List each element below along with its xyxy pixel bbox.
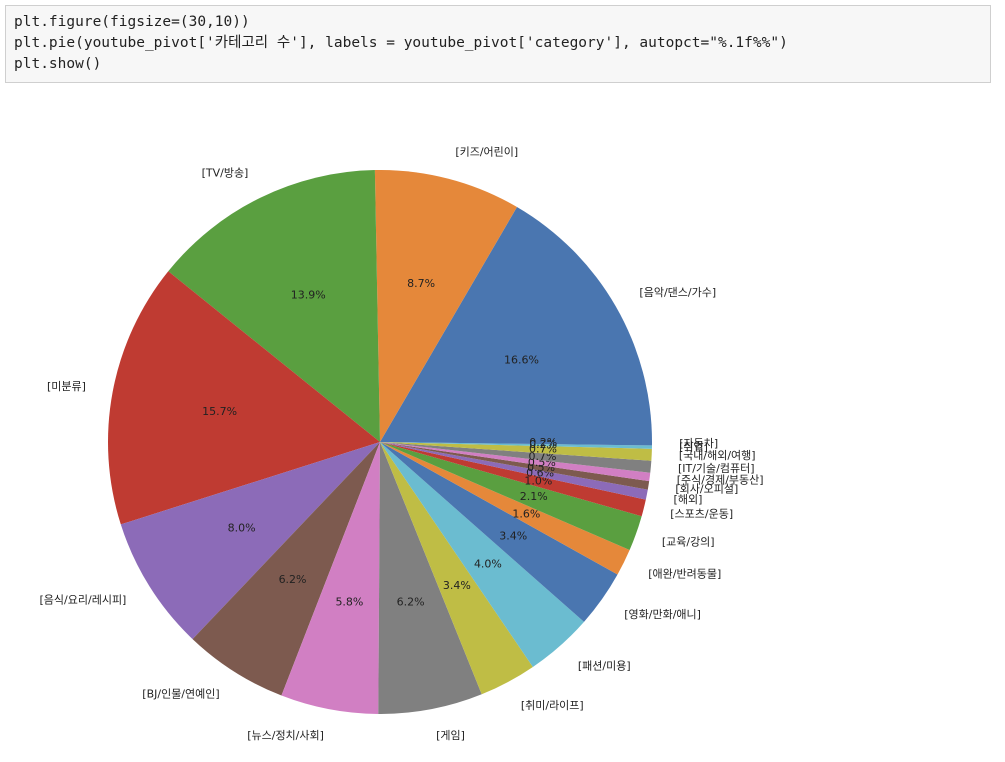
percent-label: 8.7%	[407, 277, 435, 290]
percent-label: 5.8%	[335, 595, 363, 608]
percent-label: 4.0%	[474, 557, 502, 570]
slice-label: [취미/라이프]	[521, 699, 584, 712]
percent-label: 8.0%	[228, 522, 256, 535]
percent-label: 0.2%	[529, 436, 557, 449]
code-line: plt.show()	[14, 56, 102, 72]
pie-slice	[380, 442, 646, 517]
pie-slice	[380, 442, 642, 551]
percent-label: 13.9%	[291, 288, 326, 301]
percent-label: 1.6%	[512, 507, 540, 520]
slice-label: [TV/방송]	[202, 166, 249, 179]
percent-label: 6.2%	[279, 573, 307, 586]
pie-slice	[120, 442, 381, 640]
pie-slice	[380, 442, 650, 490]
pie-slice	[380, 442, 652, 473]
percent-label: 6.2%	[397, 595, 425, 608]
chart: [음악/댄스/가수] 16.6% [키즈/어린이] 8.7% [TV/방송] 13.9% […	[40, 145, 764, 742]
percent-label: 16.6%	[504, 354, 539, 367]
pie-slice	[108, 271, 381, 525]
pie-slice	[374, 170, 517, 442]
slice-label: [패션/미용]	[578, 659, 631, 672]
slice-label: [영화/만화/애니]	[624, 608, 701, 621]
slice-label: [스포츠/운동]	[670, 508, 733, 521]
percent-label: 3.4%	[443, 579, 471, 592]
slice-label: [음식/요리/레시피]	[40, 594, 127, 607]
slice-label: [IT/기술/컴퓨터]	[678, 462, 755, 475]
code-cell[interactable]: plt.figure(figsize=(30,10)) plt.pie(yout…	[5, 5, 991, 83]
percent-label: 3.4%	[499, 529, 527, 542]
pie-slice	[380, 442, 630, 575]
slice-label: [애완/반려동물]	[648, 567, 721, 580]
slice-label: [키즈/어린이]	[455, 145, 518, 158]
pie-slice	[380, 442, 533, 695]
pie-slice	[281, 442, 380, 714]
pie-slice	[380, 442, 652, 446]
pie-slice	[380, 207, 652, 442]
percent-label: 2.1%	[520, 490, 548, 503]
percent-label: 0.2%	[529, 438, 557, 451]
pie-slice	[380, 442, 585, 667]
pie-slice	[380, 442, 651, 482]
slice-label: [BJ/인물/연예인]	[142, 688, 219, 701]
pie-slice	[192, 442, 380, 696]
slice-label: [음악/댄스/가수]	[639, 286, 716, 299]
pie-slice	[380, 442, 618, 622]
pie-slice	[380, 442, 652, 449]
pie-slice	[168, 170, 380, 442]
slice-label: [교육/강의]	[662, 535, 715, 548]
percent-label: 15.7%	[202, 405, 237, 418]
code-line: plt.figure(figsize=(30,10))	[14, 14, 250, 30]
slice-label: [자동차]	[679, 437, 718, 450]
slice-label: [회사/오피셜]	[675, 483, 738, 496]
pie-slice	[378, 442, 482, 714]
slice-label: [취업]	[679, 441, 708, 454]
pie-slice	[380, 442, 648, 500]
slice-label: [국내/해외/여행]	[679, 448, 756, 462]
slice-label: [미분류]	[47, 380, 86, 393]
slice-label: [뉴스/정치/사회]	[247, 729, 324, 742]
slice-label: [해외]	[674, 492, 703, 506]
slice-label: [게임]	[436, 729, 465, 742]
pie-slice	[380, 442, 652, 461]
slice-label: [주식/경제/부동산]	[677, 473, 764, 486]
code-line: plt.pie(youtube_pivot['카테고리 수'], labels …	[14, 35, 788, 51]
